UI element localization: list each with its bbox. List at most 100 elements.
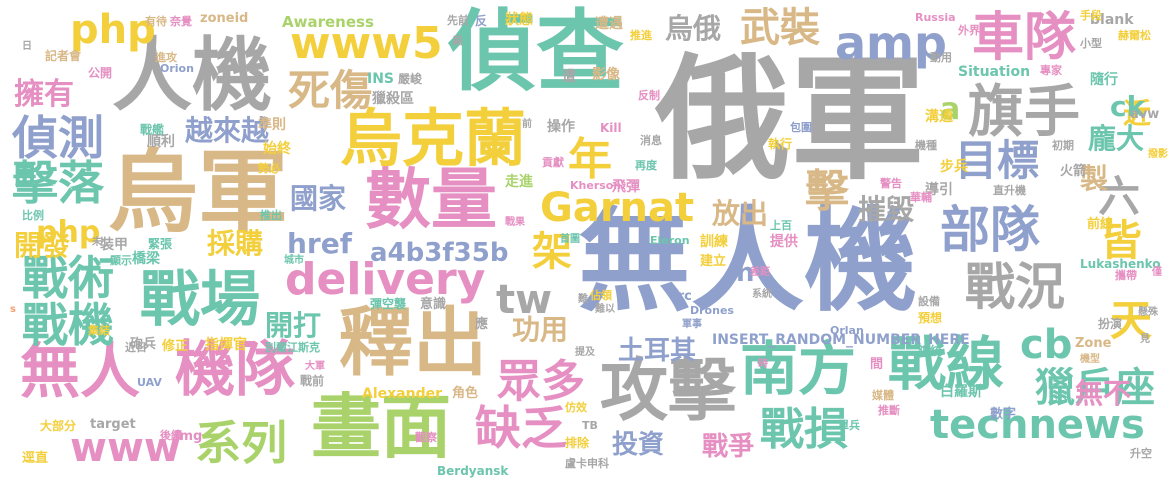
word-guojia: 國家 (290, 182, 347, 215)
word-ck: ck (1110, 90, 1146, 123)
word-qianxian: 前線 (1087, 217, 1114, 232)
word-shengkong: 升空 (1130, 447, 1152, 460)
word-xuanshu: 懸殊 (1138, 307, 1158, 318)
word-wukelan: 烏克蘭 (340, 102, 527, 175)
word-wuzhuang: 武裝 (740, 5, 820, 51)
word-cuihui: 摧毀 (858, 193, 915, 226)
word-jin2: 僅 (1152, 267, 1162, 278)
word-boying: 撥影 (1148, 149, 1168, 160)
word-jin: 近 (1123, 97, 1152, 130)
word-a: a (940, 92, 961, 127)
word-zhansun: 戰損 (760, 404, 848, 455)
word-tuerqi: 土耳其 (618, 336, 697, 366)
word-xiaoxi: 消息 (640, 134, 662, 147)
word-shuzi: 數字 (990, 407, 1017, 422)
word-wujun: 烏軍 (108, 140, 288, 245)
word-zhunze: 準則 (258, 117, 286, 133)
word-tiji: 提及 (575, 347, 595, 358)
word-delivery: delivery (285, 254, 486, 305)
word-orlan: Orlan (830, 324, 864, 337)
word-goutong: 溝通 (925, 109, 953, 125)
word-gongxian: 貢獻 (542, 156, 564, 169)
word-jie: 皆 (1100, 216, 1143, 265)
word-feidan: 飛彈 (612, 179, 640, 195)
word-jinzhang: 緊張 (148, 237, 173, 251)
word-bili: 比例 (22, 209, 44, 222)
word-jianli: 建立 (700, 254, 727, 269)
word-tw: tw (496, 277, 553, 323)
word-href: href (287, 227, 352, 260)
word-zaidu: 再度 (635, 159, 657, 172)
word-shunli: 順利 (147, 134, 175, 150)
word-junshi: 軍事 (682, 319, 702, 330)
word-kherson: Kherson (570, 179, 622, 192)
word-zao: 遭 (562, 69, 576, 85)
word-yishi: 意識 (420, 297, 447, 312)
word-nanyi: 難以 (595, 304, 615, 315)
word-zhuangjia: 裝甲 (100, 237, 128, 253)
word-tigong: 提供 (770, 234, 798, 250)
word-xunlian: 訓練 (700, 234, 728, 250)
word-dongyong: 動用 (930, 51, 952, 64)
word-yingxiang: 影像 (592, 67, 620, 83)
word-n: n (736, 258, 755, 288)
word-zongtong: 總統 (918, 344, 943, 358)
word-zhongduo: 眾多 (497, 356, 585, 407)
word-jian: 見 (1140, 334, 1150, 345)
word-zhanzheng: 戰爭 (702, 432, 755, 462)
word-jiaose: 角色 (452, 386, 479, 401)
word-xianqian: 先前 (447, 14, 469, 27)
word-naijue: 奈覺 (170, 15, 192, 28)
word-russia: Russia (915, 11, 956, 24)
word-uav: UAV (137, 376, 162, 389)
word-fanzhi: 反制 (638, 89, 660, 102)
word-shizhong: 始終 (263, 141, 291, 157)
word-touzi: 投資 (612, 430, 665, 460)
word-nanfang: 南方 (740, 335, 857, 403)
word-zhanji: 戰機 (22, 298, 114, 352)
word-lukashenke: 盧卡申科 (565, 457, 609, 470)
word-shichu: 釋出 (339, 300, 487, 386)
word-shangbai: 上百 (770, 219, 792, 232)
word-zhankuang: 戰況 (965, 258, 1065, 316)
word-blank: blank (1090, 12, 1134, 28)
word-waijie: 外界 (958, 24, 980, 37)
word-berdyansk: Berdyansk (437, 464, 509, 478)
word-zhanjian: 戰艦 (140, 123, 165, 137)
word-xiaoxing: 小型 (1080, 37, 1102, 50)
word-xiedai: 攜帶 (1115, 269, 1137, 282)
word-wei: 未 (92, 237, 102, 248)
word-houxu: 後續 (160, 429, 182, 442)
word-php2: php (36, 215, 101, 250)
word-jinri: 近日 (125, 341, 147, 354)
word-target: target (90, 417, 136, 432)
word-zaoyu: 遭遇 (595, 16, 623, 32)
word-shuliang: 數量 (365, 161, 497, 238)
word-zhanchang: 戰場 (140, 265, 260, 335)
word-xitong: 系統 (752, 289, 772, 300)
word-danbing: 單兵 (838, 419, 860, 432)
word-chaju: 差距 (750, 267, 770, 278)
word-bian: 扁 (452, 34, 463, 47)
word-zhanshu: 戰術 (22, 251, 114, 305)
word-bubing: 步兵 (940, 159, 968, 175)
word-php: php (70, 7, 156, 53)
word-dabufen: 大部分 (40, 419, 77, 433)
word-wue: 烏俄 (665, 12, 722, 45)
word-ri: 日 (22, 41, 32, 52)
word-tb: TB (582, 419, 598, 432)
word-zoujin: 走進 (505, 174, 533, 190)
word-tuiduan: 推斷 (878, 404, 900, 417)
word-shebei: 設備 (918, 295, 940, 308)
word-orion: Orion (160, 62, 194, 75)
word-shouduan: 手段 (1080, 9, 1102, 22)
word-zoneid: zoneid (200, 11, 249, 26)
word-zhishengji: 直升機 (993, 184, 1026, 197)
word-heersong: 赫爾松 (1118, 29, 1151, 42)
word-garnat: Garnat (540, 185, 695, 231)
word-qian: 前 (522, 119, 532, 130)
word-fangxiao: 仿效 (565, 401, 587, 414)
word-shibi: 勢必 (258, 162, 280, 175)
word-jingzhi: 逕直 (22, 451, 49, 466)
